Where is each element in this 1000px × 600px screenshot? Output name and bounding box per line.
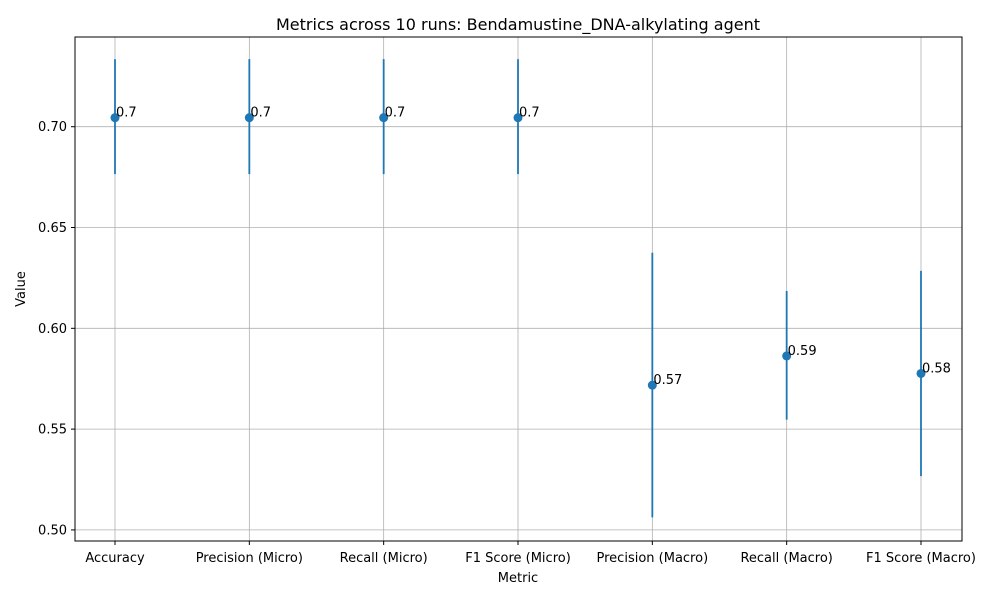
data-label: 0.7 — [116, 106, 137, 121]
x-axis-ticks: Accuracy Precision (Micro) Recall (Micro) F… — [85, 541, 976, 566]
data-point — [647, 380, 657, 390]
x-tick-label: Precision (Micro) — [196, 551, 303, 566]
y-axis-label: Value — [14, 271, 29, 307]
y-axis-ticks: 0.50 0.55 0.60 0.65 0.70 — [38, 120, 75, 538]
data-point — [244, 113, 254, 123]
y-tick-label: 0.70 — [38, 120, 67, 135]
data-label: 0.57 — [653, 373, 682, 388]
data-point — [782, 351, 792, 361]
x-tick-label: Accuracy — [85, 551, 145, 566]
y-tick-label: 0.65 — [38, 221, 67, 236]
data-point — [916, 368, 926, 378]
x-tick-label: Recall (Micro) — [340, 551, 428, 566]
y-tick-label: 0.60 — [38, 322, 67, 337]
x-tick-label: F1 Score (Macro) — [866, 551, 976, 566]
data-points — [110, 113, 926, 390]
x-tick-label: F1 Score (Micro) — [465, 551, 571, 566]
data-labels: 0.7 0.7 0.7 0.7 0.57 0.59 0.58 — [116, 106, 951, 389]
data-point — [513, 113, 523, 123]
data-label: 0.7 — [385, 106, 406, 121]
chart-title: Metrics across 10 runs: Bendamustine_DNA… — [276, 15, 760, 35]
data-label: 0.59 — [788, 344, 817, 359]
data-label: 0.58 — [922, 361, 951, 376]
data-label: 0.7 — [519, 106, 540, 121]
y-tick-label: 0.55 — [38, 423, 67, 438]
y-tick-label: 0.50 — [38, 523, 67, 538]
x-tick-label: Recall (Macro) — [740, 551, 832, 566]
x-tick-label: Precision (Macro) — [597, 551, 709, 566]
data-label: 0.7 — [250, 106, 271, 121]
data-point — [379, 113, 389, 123]
data-point — [110, 113, 120, 123]
x-axis-label: Metric — [498, 571, 538, 586]
